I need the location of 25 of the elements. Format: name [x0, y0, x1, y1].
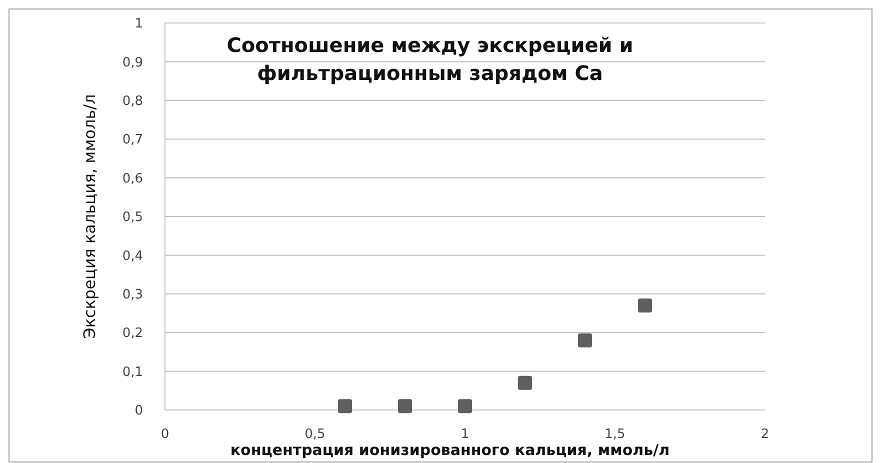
- y-tick-label: 0: [134, 404, 143, 419]
- x-tick-label: 2: [760, 427, 770, 442]
- x-tick-label: 0,5: [304, 427, 326, 442]
- x-tick-label: 0: [160, 427, 170, 442]
- point: [338, 399, 352, 414]
- x-axis-title: концентрация ионизированного кальция, ммоль/л: [230, 441, 670, 459]
- y-axis-title: Экскреция кальция, ммоль/л: [80, 94, 99, 339]
- y-tick-label: 0,3: [122, 287, 143, 302]
- text: Соотношение между экскрецией и фильтрационным зарядом Ca: [226, 33, 634, 85]
- y-tick-label: 0,4: [122, 248, 143, 264]
- y-tick-label: 0,1: [122, 364, 143, 380]
- y-tick-label: 0,9: [122, 55, 143, 70]
- y-tick-label: 0,6: [122, 171, 143, 186]
- point: [638, 298, 652, 313]
- y-tick-label: 0,2: [122, 326, 143, 342]
- y-tick-label: 0,5: [122, 210, 143, 226]
- y-tick-label: 0,8: [122, 94, 143, 109]
- point: [518, 376, 532, 390]
- y-tick-label: 0,7: [122, 132, 143, 148]
- point: [398, 399, 412, 414]
- point: [578, 333, 592, 348]
- point: [458, 399, 472, 414]
- y-tick-label: 1: [134, 16, 143, 32]
- x-tick-label: 1: [460, 427, 470, 442]
- x-tick-label: 1,5: [604, 427, 626, 442]
